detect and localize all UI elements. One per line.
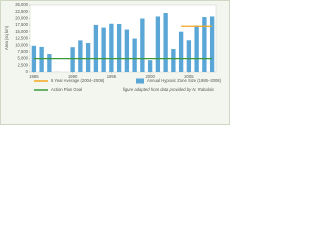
bar (147, 60, 153, 72)
bar (209, 16, 215, 73)
bar (124, 29, 130, 73)
y-tick-label: 12,500 (15, 36, 28, 41)
y-tick-label: 20,000 (15, 16, 28, 21)
y-tick-label: 2,500 (18, 62, 29, 67)
y-tick-label: 7,500 (18, 49, 29, 54)
bar (39, 46, 44, 72)
bar (101, 27, 106, 72)
bar (47, 54, 52, 72)
bar (155, 16, 161, 73)
y-tick-label: 17,500 (15, 22, 28, 27)
bar (194, 25, 199, 73)
y-tick-label: 25,000 (15, 2, 28, 7)
y-tick-label: 10,000 (15, 42, 28, 47)
note: figure adapted from data provided by N. … (123, 87, 215, 92)
y-tick-label: 0 (26, 69, 29, 74)
bar (116, 23, 122, 72)
y-tick-label: 15,000 (15, 29, 28, 34)
y-tick-label: 22,500 (15, 9, 28, 14)
plot-area (29, 4, 217, 73)
legend-label: Action Plan Goal (51, 87, 82, 92)
bar (163, 13, 168, 72)
legend-label: Annual Hypoxic Zone Size (1985–2008) (147, 78, 222, 83)
x-tick-label: 1995 (107, 74, 117, 79)
bar (70, 47, 75, 72)
bar (93, 24, 99, 73)
bar (109, 23, 114, 72)
x-tick-label: 2005 (184, 74, 194, 79)
bar (78, 40, 83, 72)
x-tick-label: 2000 (145, 74, 155, 79)
legend-swatch (136, 78, 144, 84)
bar (186, 40, 192, 72)
bar (140, 18, 145, 72)
bar (178, 31, 184, 72)
bar (132, 38, 137, 72)
bar (202, 17, 207, 73)
y-axis-label: Area (sq km) (4, 25, 9, 50)
x-tick-label: 1990 (68, 74, 78, 79)
legend-label: 5 Year Average (2004–2008) (51, 78, 105, 83)
bar (85, 43, 91, 72)
y-tick-label: 5,000 (18, 56, 29, 61)
bar (171, 49, 176, 72)
x-tick-label: 1985 (29, 74, 39, 79)
